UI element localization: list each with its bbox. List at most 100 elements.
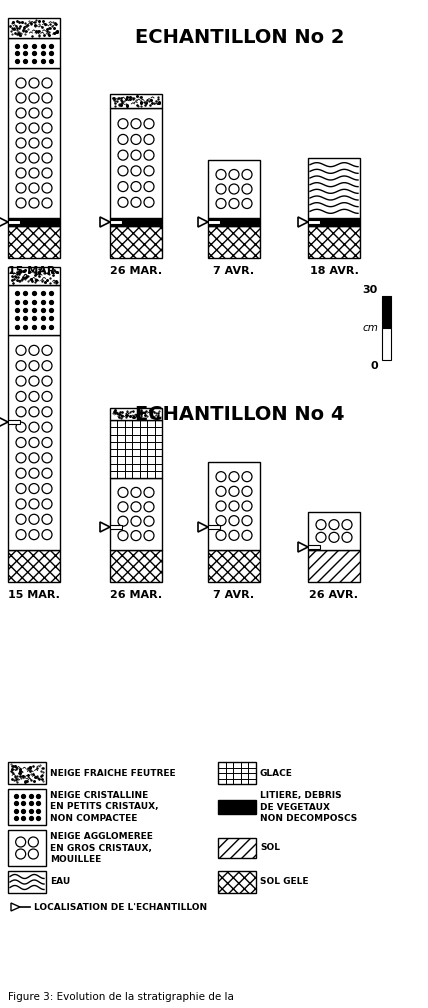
Circle shape (144, 530, 154, 540)
Circle shape (42, 108, 52, 118)
Circle shape (16, 837, 26, 847)
Circle shape (118, 530, 128, 540)
Circle shape (144, 150, 154, 160)
Circle shape (29, 422, 39, 432)
Circle shape (42, 468, 52, 478)
Bar (8, 420, 20, 424)
Text: ECHANTILLON No 4: ECHANTILLON No 4 (135, 405, 345, 424)
Circle shape (144, 198, 154, 208)
Bar (208, 220, 220, 224)
Circle shape (342, 532, 352, 542)
Bar (8, 218, 60, 226)
Circle shape (29, 153, 39, 163)
Circle shape (242, 486, 252, 496)
Text: 7 AVR.: 7 AVR. (214, 590, 255, 600)
Bar (308, 226, 360, 258)
Circle shape (144, 488, 154, 497)
Circle shape (16, 361, 26, 371)
Bar (110, 108, 162, 218)
Circle shape (229, 486, 239, 496)
Bar (208, 462, 260, 550)
Bar (110, 408, 162, 420)
Circle shape (42, 453, 52, 463)
Circle shape (29, 453, 39, 463)
Circle shape (131, 198, 141, 208)
Text: 26 MAR.: 26 MAR. (110, 590, 162, 600)
Text: 26 AVR.: 26 AVR. (309, 590, 359, 600)
Circle shape (29, 346, 39, 356)
Circle shape (29, 93, 39, 103)
Circle shape (131, 516, 141, 526)
Bar (208, 218, 260, 226)
Circle shape (242, 184, 252, 194)
Circle shape (42, 153, 52, 163)
Polygon shape (198, 522, 208, 532)
Circle shape (16, 468, 26, 478)
Circle shape (216, 169, 226, 179)
Circle shape (242, 169, 252, 179)
Circle shape (29, 183, 39, 193)
Bar (8, 830, 46, 866)
Circle shape (118, 166, 128, 175)
Text: NEIGE CRISTALLINE
EN PETITS CRISTAUX,
NON COMPACTEE: NEIGE CRISTALLINE EN PETITS CRISTAUX, NO… (50, 791, 158, 823)
Circle shape (242, 199, 252, 209)
Circle shape (28, 849, 39, 859)
Circle shape (316, 520, 326, 529)
Circle shape (16, 529, 26, 539)
Bar (8, 335, 60, 550)
Circle shape (118, 198, 128, 208)
Circle shape (42, 138, 52, 148)
Circle shape (16, 123, 26, 133)
Bar (208, 226, 260, 258)
Circle shape (42, 484, 52, 494)
Circle shape (118, 516, 128, 526)
Circle shape (16, 514, 26, 524)
Text: cm: cm (362, 323, 378, 333)
Circle shape (29, 437, 39, 448)
Bar (8, 18, 60, 38)
Text: NEIGE FRAICHE FEUTREE: NEIGE FRAICHE FEUTREE (50, 768, 175, 777)
Circle shape (144, 134, 154, 144)
Bar (8, 220, 20, 224)
Circle shape (42, 422, 52, 432)
Circle shape (131, 166, 141, 175)
Bar (8, 267, 60, 285)
Bar (218, 800, 256, 814)
Bar (308, 550, 360, 582)
Bar (8, 68, 60, 218)
Bar (110, 478, 162, 550)
Bar (110, 226, 162, 258)
Circle shape (131, 134, 141, 144)
Circle shape (229, 501, 239, 511)
Bar (308, 545, 320, 549)
Circle shape (229, 516, 239, 525)
Circle shape (216, 530, 226, 540)
Bar (208, 160, 260, 218)
Bar (308, 158, 360, 218)
Bar (218, 838, 256, 858)
Circle shape (131, 150, 141, 160)
Circle shape (242, 530, 252, 540)
Circle shape (29, 484, 39, 494)
Circle shape (29, 123, 39, 133)
Bar (208, 525, 220, 529)
Circle shape (342, 520, 352, 529)
Circle shape (144, 502, 154, 512)
Circle shape (131, 502, 141, 512)
Circle shape (42, 346, 52, 356)
Circle shape (16, 108, 26, 118)
Circle shape (16, 391, 26, 401)
Circle shape (16, 407, 26, 416)
Circle shape (29, 391, 39, 401)
Circle shape (29, 361, 39, 371)
Bar (8, 871, 46, 893)
Circle shape (216, 199, 226, 209)
Circle shape (131, 119, 141, 129)
Text: LOCALISATION DE L'ECHANTILLON: LOCALISATION DE L'ECHANTILLON (34, 902, 207, 911)
Polygon shape (0, 217, 8, 227)
Circle shape (144, 166, 154, 175)
Circle shape (42, 93, 52, 103)
Circle shape (216, 516, 226, 525)
Circle shape (16, 484, 26, 494)
Text: Figure 3: Evolution de la stratigraphie de la: Figure 3: Evolution de la stratigraphie … (8, 992, 234, 1002)
